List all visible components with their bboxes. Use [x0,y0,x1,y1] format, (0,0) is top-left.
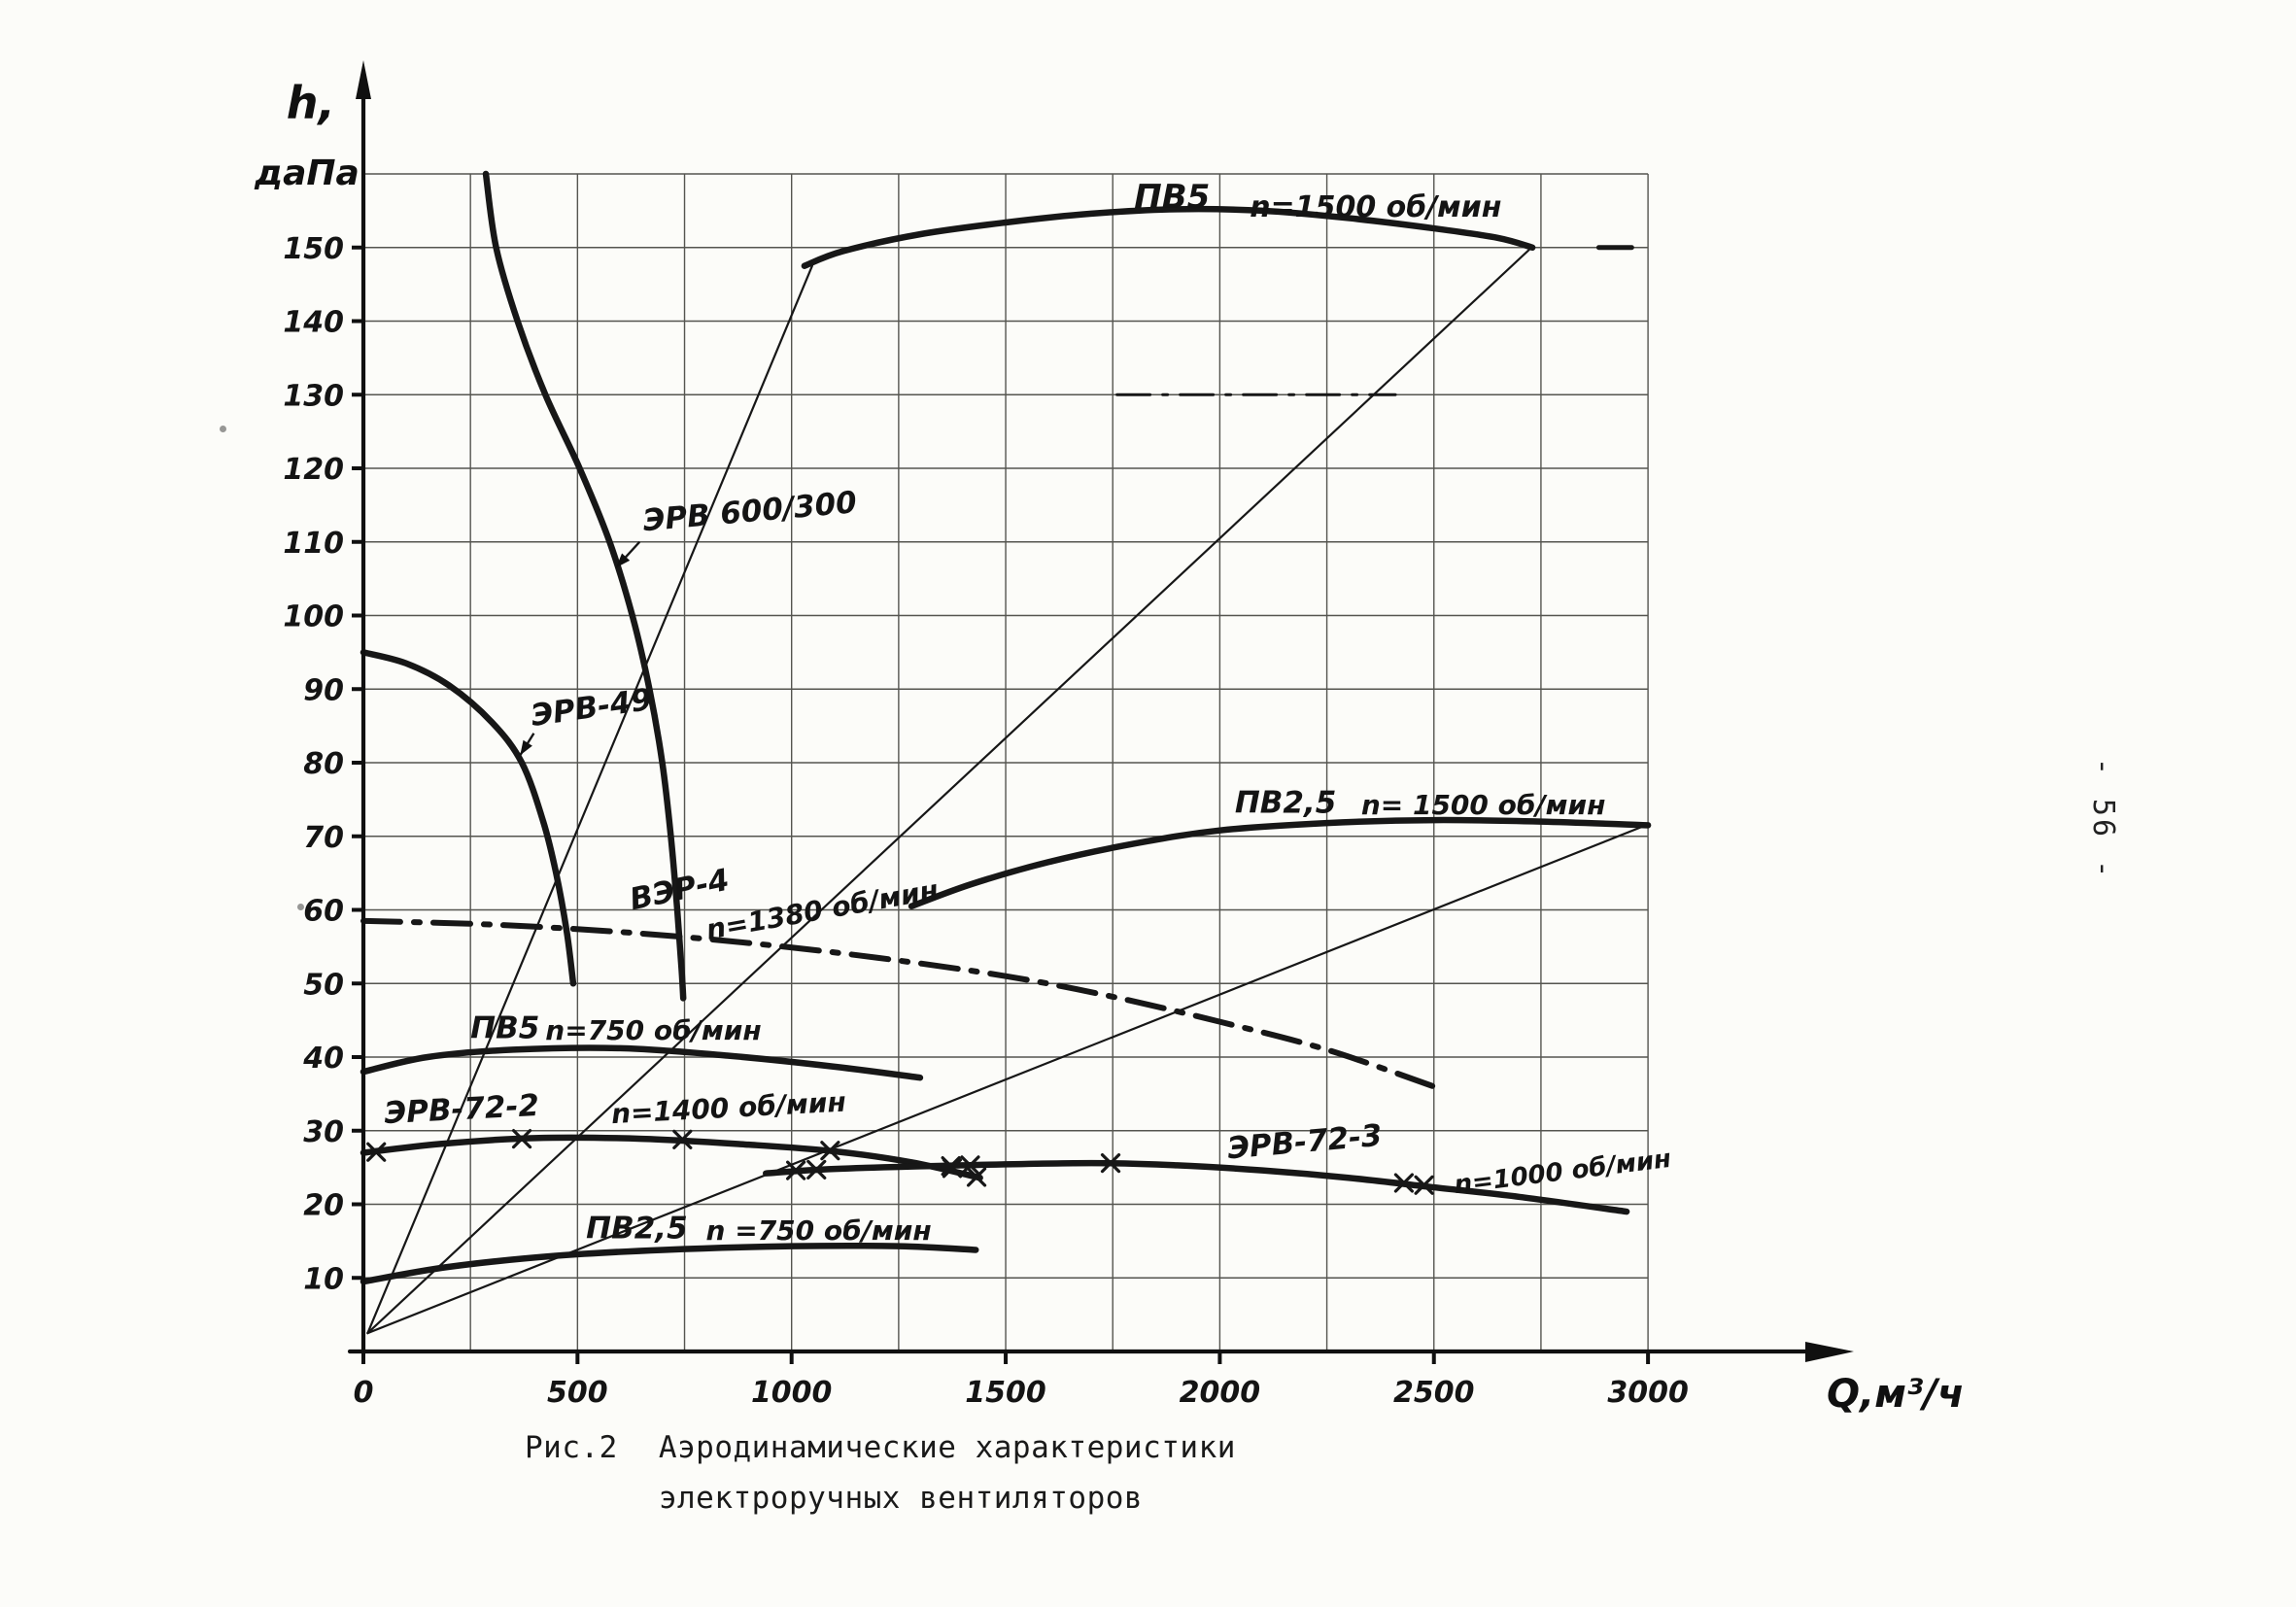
caption-line-2: электроручных вентиляторов [658,1481,1144,1516]
x-tick-label: 500 [547,1376,608,1410]
x-axis-title: Q,м³/ч [1827,1372,1964,1417]
curve-label-2: ЭРВ 600/300 [641,485,858,538]
y-tick-label: 100 [283,600,344,634]
y-tick-label: 40 [302,1042,344,1076]
curve-label-8: ПВ5 [470,1010,539,1045]
scan-speck [297,904,304,910]
x-marker [1100,1152,1121,1174]
series-group [360,170,1652,1335]
caption-line-1: Аэродинамические характеристики [658,1430,1236,1465]
x-marker [820,1141,840,1161]
series-curve-1 [366,246,1533,1335]
label-arrow-head-1 [520,739,532,756]
curve-label-0: ПВ5 [1134,178,1210,217]
curve-label-10: ЭРВ-72-2 [384,1088,540,1131]
scan-speck [220,426,226,432]
x-marker [941,1156,961,1177]
x-tick-label: 1000 [751,1376,833,1410]
curve-label-15: n =750 об/мин [706,1214,932,1247]
y-tick-label: 80 [303,747,344,781]
y-tick-label: 130 [283,379,344,413]
y-axis-title: h, [287,77,335,129]
curve-label-5: n=1380 об/мин [703,873,941,946]
series-curve-10 [360,1044,924,1081]
x-marker [1414,1175,1434,1195]
x-tick-label: 2500 [1393,1376,1475,1410]
figure-label: Рис.2 [525,1430,618,1465]
x-tick-label: 3000 [1607,1376,1689,1410]
axes: 0 500 1000 1500 2000 2500 3000 10 20 30 40 50 60 70 80… [283,60,1854,1410]
x-marker [806,1159,827,1180]
x-marker [511,1128,532,1149]
figure-caption: Рис.2 Аэродинамические характеристики эл… [525,1430,1236,1516]
x-marker [366,1142,387,1162]
curve-label-1: n=1500 об/мин [1250,190,1501,224]
series-curve-11 [360,1134,983,1181]
series-curve-2 [366,824,1647,1335]
y-tick-label: 70 [303,821,344,855]
x-marker [960,1155,980,1176]
series-curve-9 [360,917,1437,1090]
page-number: - 56 - [2086,757,2121,881]
y-tick-label: 30 [303,1115,344,1149]
x-tick-label: 2000 [1180,1376,1261,1410]
label-arrow-head-0 [616,553,631,568]
x-tick-label: 0 [354,1376,374,1410]
y-tick-label: 140 [283,306,344,340]
curve-label-14: ПВ2,5 [586,1211,688,1246]
y-tick-label: 150 [283,232,344,266]
y-tick-label: 90 [303,673,344,707]
curve-label-6: ПВ2,5 [1235,786,1337,821]
series-curve-6 [801,205,1536,269]
curve-label-12: ЭРВ-72-3 [1226,1118,1384,1167]
x-marker [672,1129,693,1149]
series-markers-12 [786,1152,1434,1195]
series-curve-13 [360,1242,979,1285]
series-curve-0 [366,264,813,1335]
series-curve-8 [908,816,1652,909]
x-tick-label: 1500 [965,1376,1046,1410]
x-marker [966,1167,987,1187]
x-axis-arrow [1805,1342,1854,1362]
y-axis-arrow [356,60,371,99]
curve-label-13: n=1000 об/мин [1453,1145,1673,1200]
grid [363,173,1649,1351]
y-tick-label: 120 [283,453,344,487]
curve-label-11: n=1400 об/мин [610,1086,846,1131]
y-tick-label: 20 [303,1189,344,1223]
curve-label-7: n= 1500 об/мин [1361,789,1606,821]
y-tick-label: 110 [283,527,344,561]
y-axis-unit-label: даПа [254,154,360,193]
x-marker [1393,1173,1415,1193]
y-tick-label: 60 [303,895,344,929]
y-tick-label: 50 [303,968,344,1002]
y-tick-label: 10 [303,1262,344,1296]
series-curve-4 [482,170,687,1002]
x-marker [786,1160,806,1180]
series-curve-5 [360,649,577,987]
curve-label-9: n=750 об/мин [545,1014,761,1046]
series-curve-12 [763,1159,1630,1215]
